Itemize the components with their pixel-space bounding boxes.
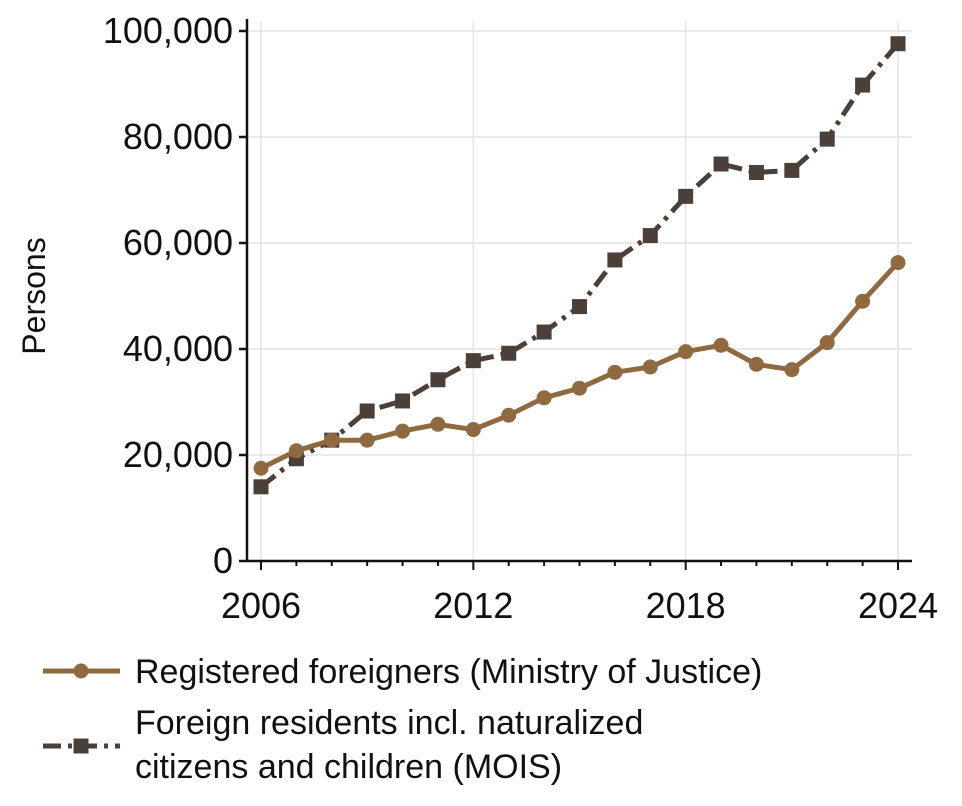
data-point-justice: [501, 407, 517, 423]
data-point-mois: [713, 156, 729, 172]
data-point-justice: [253, 460, 269, 476]
data-point-mois: [465, 353, 481, 369]
y-tick-label: 20,000: [123, 434, 233, 475]
data-point-mois: [607, 252, 623, 268]
y-tick-label: 0: [213, 540, 233, 581]
grid-lines: [247, 21, 912, 561]
data-point-justice: [784, 362, 800, 378]
data-point-mois: [395, 393, 411, 409]
legend-marker-mois: [73, 738, 89, 754]
x-tick-label: 2018: [646, 585, 726, 626]
data-point-justice: [288, 443, 304, 459]
legend: Registered foreigners (Ministry of Justi…: [43, 653, 762, 786]
legend-label-justice: Registered foreigners (Ministry of Justi…: [135, 653, 762, 691]
data-point-justice: [713, 337, 729, 353]
data-point-justice: [819, 335, 835, 351]
data-point-justice: [748, 356, 764, 372]
y-tick-label: 60,000: [123, 222, 233, 263]
data-point-mois: [572, 299, 587, 315]
data-point-mois: [855, 77, 871, 93]
series-line-mois: [259, 42, 900, 489]
data-point-mois: [642, 228, 658, 244]
y-tick-label: 80,000: [123, 116, 233, 157]
y-axis-label: Persons: [16, 237, 52, 354]
data-point-mois: [678, 188, 694, 204]
data-point-justice: [607, 364, 623, 380]
data-point-mois: [536, 324, 552, 340]
data-point-mois: [430, 372, 446, 388]
data-point-justice: [678, 344, 694, 360]
data-point-justice: [572, 380, 587, 396]
series-layer: [253, 36, 906, 495]
series-line-justice: [259, 260, 900, 471]
x-tick-label: 2012: [433, 585, 513, 626]
data-point-mois: [748, 165, 764, 181]
x-tick-label: 2024: [858, 585, 938, 626]
data-point-mois: [819, 131, 835, 147]
data-point-mois: [359, 403, 375, 419]
data-point-justice: [890, 255, 906, 271]
data-point-mois: [784, 162, 800, 178]
x-tick-label: 2006: [221, 585, 301, 626]
legend-label-mois-line: Foreign residents incl. naturalized: [135, 704, 643, 742]
data-point-justice: [324, 432, 340, 448]
y-tick-label: 100,000: [103, 10, 233, 51]
y-tick-label: 40,000: [123, 328, 233, 369]
data-point-mois: [253, 479, 269, 495]
data-point-justice: [642, 359, 658, 375]
data-point-justice: [465, 422, 481, 438]
legend-marker-justice: [73, 663, 89, 679]
data-point-justice: [395, 423, 411, 439]
axes: 0 20,000 40,000 60,000 80,000 100,000 2006 2012…: [103, 10, 938, 626]
data-point-justice: [536, 390, 552, 406]
legend-label-mois: Foreign residents incl. naturalized citiz…: [135, 704, 643, 786]
data-point-mois: [890, 36, 906, 52]
legend-label-mois-line: citizens and children (MOIS): [135, 748, 562, 786]
data-point-justice: [430, 416, 446, 432]
data-point-justice: [359, 432, 375, 448]
data-point-mois: [501, 345, 517, 361]
data-point-justice: [855, 293, 871, 309]
